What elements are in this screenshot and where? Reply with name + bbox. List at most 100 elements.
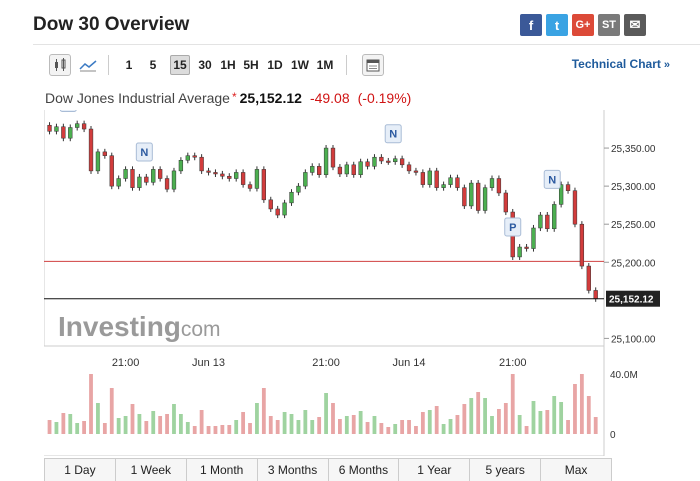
candle [95, 151, 101, 172]
news-flag-label: N [548, 174, 556, 186]
candle [489, 178, 495, 188]
candle [206, 170, 211, 173]
candle [565, 184, 571, 191]
volume-bar [351, 415, 356, 434]
volume-bar [137, 414, 142, 434]
interval-5h[interactable]: 5H [243, 58, 259, 72]
volume-bar [559, 402, 564, 434]
candle [593, 290, 598, 300]
interval-1d[interactable]: 1D [267, 58, 283, 72]
area-chart-icon[interactable] [77, 54, 99, 76]
candle [386, 160, 391, 163]
candle [372, 156, 377, 167]
technical-chart-label: Technical Chart [571, 57, 661, 71]
volume-bar [172, 404, 176, 434]
candle [552, 204, 557, 230]
volume-bar [289, 414, 294, 434]
range-max[interactable]: Max [564, 463, 588, 477]
interval-1[interactable]: 1 [125, 58, 133, 72]
volume-bar [579, 374, 584, 434]
volume-bar [185, 422, 190, 434]
price-change: -49.08 [309, 90, 350, 106]
range-1-day[interactable]: 1 Day [45, 459, 116, 481]
volume-bar [358, 411, 363, 434]
candle [282, 202, 287, 216]
interval-1h[interactable]: 1H [220, 58, 236, 72]
volume-bar [593, 417, 598, 434]
volume-bar [199, 410, 204, 434]
range-1-year[interactable]: 1 Year [399, 459, 471, 481]
volume-bar [47, 420, 52, 434]
candle [171, 170, 177, 190]
interval-1m[interactable]: 1M [316, 58, 334, 72]
candle [310, 166, 315, 173]
facebook-icon[interactable]: f [520, 14, 542, 36]
interval-30[interactable]: 30 [198, 58, 212, 72]
candle [538, 214, 543, 229]
x-tick-label: Jun 14 [393, 357, 426, 369]
interval-5[interactable]: 5 [149, 58, 157, 72]
candle [572, 190, 578, 225]
volume-bar [96, 403, 100, 434]
price-change-pct: (-0.19%) [357, 90, 412, 106]
news-flag [543, 169, 561, 189]
volume-bar [61, 413, 66, 434]
volume-bar [165, 414, 169, 434]
volume-bar [441, 424, 446, 434]
candle [482, 187, 488, 211]
page-title: Dow 30 Overview [33, 14, 190, 35]
technical-chart-link[interactable]: Technical Chart» [572, 57, 670, 71]
volume-bar [372, 416, 377, 434]
chart-svg[interactable]: Investing .com NNNNP 25,350.0025,300.002… [44, 110, 700, 456]
interval-1w[interactable]: 1W [291, 58, 309, 72]
volume-bar [462, 404, 467, 434]
volume-bar [282, 412, 287, 434]
candle [157, 169, 163, 179]
interval-15[interactable]: 15 [170, 55, 190, 75]
volume-bar [434, 406, 439, 434]
email-icon[interactable]: ✉ [624, 14, 646, 36]
candle [164, 178, 170, 190]
google-plus-icon[interactable]: G+ [572, 14, 594, 36]
candle [531, 227, 536, 249]
volume-bar [213, 426, 218, 434]
x-tick-label: Jun 13 [192, 357, 225, 369]
volume-bar [317, 417, 322, 434]
candle [524, 246, 529, 249]
candlestick-icon[interactable] [49, 54, 71, 76]
twitter-icon[interactable]: t [546, 14, 568, 36]
candle [476, 182, 481, 211]
volume-bar [123, 416, 128, 434]
volume-bar [275, 420, 280, 434]
candle [151, 169, 156, 183]
range-1-week[interactable]: 1 Week [116, 459, 187, 481]
candle [545, 214, 550, 230]
range-1-month[interactable]: 1 Month [187, 459, 258, 481]
candle [558, 184, 564, 205]
range-5-years[interactable]: 5 years [470, 459, 542, 481]
volume-max-label: 40.0M [610, 370, 638, 381]
candle [393, 158, 398, 163]
volume-bar [497, 409, 501, 434]
calendar-icon[interactable] [362, 54, 384, 76]
axes: 25,350.00 25,300.00 25,250.00 25,200.00 25,1… [44, 144, 660, 441]
range-6-months[interactable]: 6 Months [329, 459, 400, 481]
candle [399, 158, 405, 166]
x-tick-label: 21:00 [499, 357, 527, 369]
range-3-months[interactable]: 3 Months [258, 459, 329, 481]
volume-bar [303, 410, 308, 434]
price-chart[interactable]: Investing .com NNNNP 25,350.0025,300.002… [44, 110, 700, 456]
volume-bar [365, 422, 370, 434]
candle [379, 156, 384, 162]
volume-bar [510, 374, 515, 434]
candle [496, 178, 502, 194]
volume-bar [310, 420, 315, 434]
volume-bar [109, 388, 114, 434]
volume-bar [393, 424, 398, 434]
candle [351, 164, 356, 175]
volume-bar [586, 396, 591, 434]
last-price-tag-label: 25,152.12 [609, 295, 654, 306]
volume-bar [192, 426, 197, 434]
stocktwits-icon[interactable]: ST [598, 14, 620, 36]
candle [323, 147, 329, 175]
